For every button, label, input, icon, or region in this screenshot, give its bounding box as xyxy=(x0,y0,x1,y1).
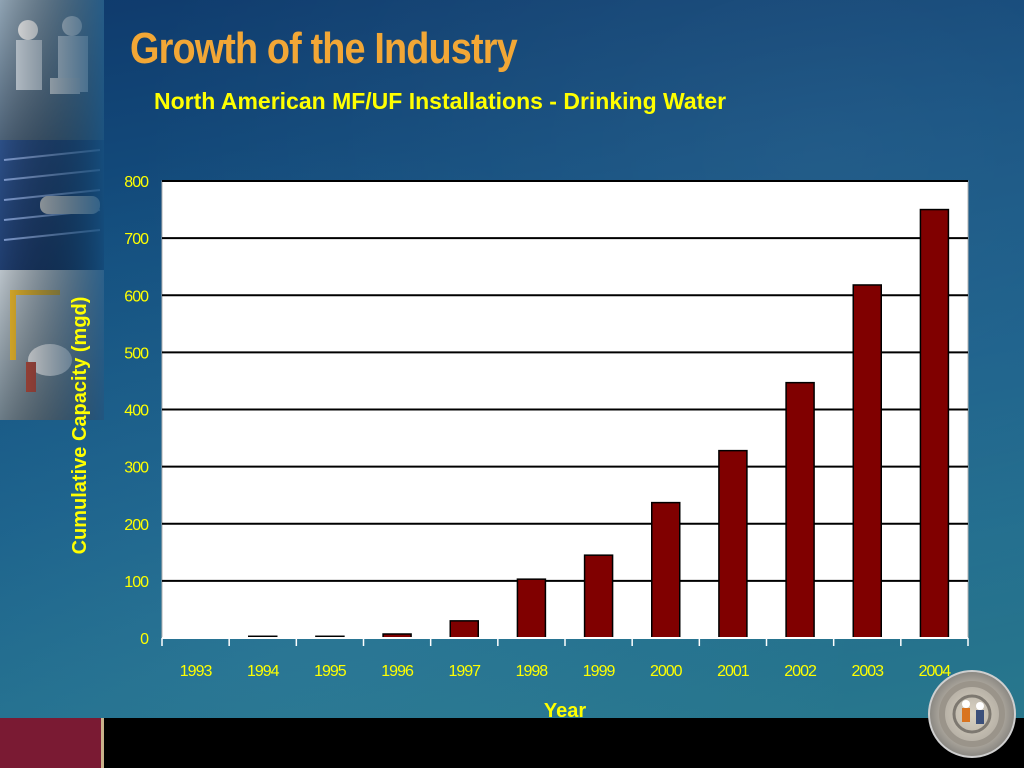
chart-title: North American MF/UF Installations - Dri… xyxy=(154,88,727,114)
bar-2004 xyxy=(919,208,950,639)
y-tick-label: 600 xyxy=(124,288,149,305)
x-axis-title: Year xyxy=(544,700,586,720)
x-tick-label: 1996 xyxy=(381,663,414,680)
footer-accent-block xyxy=(0,718,104,768)
y-tick-label: 0 xyxy=(140,631,149,648)
x-tick-label: 2000 xyxy=(650,663,683,680)
y-tick-label: 300 xyxy=(124,460,149,477)
bars xyxy=(248,208,950,639)
x-tick-label: 1997 xyxy=(448,663,481,680)
x-axis-tick-marks xyxy=(161,638,969,646)
x-tick-label: 1994 xyxy=(247,663,280,680)
y-axis-tick-labels: 0 100 200 300 400 500 600 700 800 xyxy=(124,174,150,648)
y-axis-title: Cumulative Capacity (mgd) xyxy=(69,297,91,555)
bar-2000 xyxy=(651,501,681,639)
x-tick-label: 1999 xyxy=(583,663,616,680)
y-tick-label: 400 xyxy=(124,403,149,420)
photo-collage-image xyxy=(0,0,104,420)
bar-1997 xyxy=(449,620,479,639)
y-tick-label: 500 xyxy=(124,345,149,362)
x-tick-label: 1993 xyxy=(180,663,213,680)
corner-photo xyxy=(928,670,1016,758)
x-tick-label: 1995 xyxy=(314,663,347,680)
bar-1999 xyxy=(583,554,614,639)
x-tick-label: 2001 xyxy=(717,663,750,680)
pipe-workers-image xyxy=(939,681,1005,747)
x-tick-label: 2002 xyxy=(784,663,817,680)
slide-title: Growth of the Industry xyxy=(130,24,518,73)
industrial-photo-collage xyxy=(0,0,104,420)
x-tick-label: 2003 xyxy=(851,663,884,680)
bar-2002 xyxy=(785,381,815,639)
bar-2003 xyxy=(852,284,882,639)
y-tick-label: 800 xyxy=(124,174,149,191)
y-tick-label: 200 xyxy=(124,517,149,534)
footer-bar xyxy=(0,718,1024,768)
x-tick-label: 1998 xyxy=(516,663,549,680)
gridlines xyxy=(162,180,968,582)
bar-2001 xyxy=(718,449,748,639)
y-tick-label: 700 xyxy=(124,231,149,248)
bar-1998 xyxy=(516,578,547,639)
x-tick-label: 2004 xyxy=(919,663,952,680)
x-axis-tick-labels: 1993 1994 1995 1996 1997 1998 1999 2000 2001 2002… xyxy=(180,663,953,680)
y-tick-label: 100 xyxy=(124,574,149,591)
